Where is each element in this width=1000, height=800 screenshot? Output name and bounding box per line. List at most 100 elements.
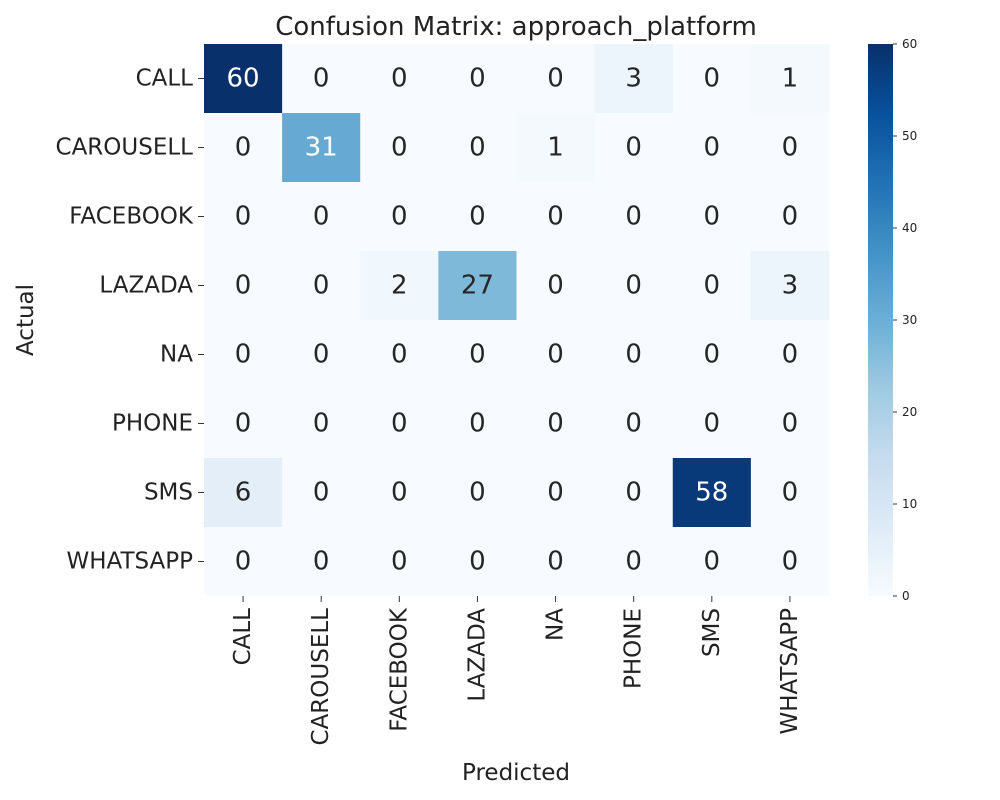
- heatmap-cell-lazada-facebook: [360, 251, 439, 321]
- column-label-lazada: LAZADA: [464, 608, 490, 702]
- heatmap-cell-lazada-call: [204, 251, 283, 321]
- cell-value-label: 0: [782, 202, 799, 232]
- cell-value-label: 0: [704, 340, 721, 370]
- heatmap-cell-sms-call: [204, 458, 283, 528]
- colorbar-tick-label: 20: [902, 405, 917, 419]
- row-label-facebook: FACEBOOK: [69, 204, 194, 230]
- column-label-na: NA: [543, 608, 569, 641]
- heatmap-cell-na-whatsapp: [750, 320, 830, 390]
- heatmap-cell-phone-carousell: [282, 389, 361, 459]
- heatmap-cell-whatsapp-carousell: [282, 527, 361, 597]
- heatmap-cell-call-whatsapp: [750, 44, 830, 114]
- cell-value-label: 6: [235, 478, 252, 508]
- heatmap-cell-phone-lazada: [438, 389, 518, 459]
- heatmap-cell-sms-carousell: [282, 458, 361, 528]
- heatmap-cell-call-lazada: [438, 44, 518, 114]
- heatmap-cell-call-phone: [594, 44, 674, 114]
- cell-value-label: 0: [469, 409, 486, 439]
- column-label-phone: PHONE: [621, 608, 647, 689]
- cell-value-label: 0: [313, 340, 330, 370]
- heatmap-cell-call-sms: [672, 44, 752, 114]
- column-labels: CALL CAROUSELL FACEBOOK LAZADA NA PHONE SMS WHA…: [230, 596, 803, 745]
- heatmap-cell-carousell-call: [204, 113, 283, 183]
- colorbar-tick-label: 60: [902, 37, 917, 51]
- heatmap-cell-facebook-phone: [594, 182, 674, 252]
- cell-value-label: 0: [704, 202, 721, 232]
- cell-value-label: 0: [469, 478, 486, 508]
- heatmap-cell-lazada-carousell: [282, 251, 361, 321]
- heatmap-cell-na-call: [204, 320, 283, 390]
- cell-value-label: 0: [235, 202, 252, 232]
- cell-value-label: 0: [704, 409, 721, 439]
- heatmap-cell-call-call: [204, 44, 283, 114]
- heatmap-cell-facebook-na: [516, 182, 596, 252]
- heatmap-cell-whatsapp-facebook: [360, 527, 439, 597]
- cell-value-label: 0: [391, 202, 408, 232]
- cell-value-label: 0: [782, 547, 799, 577]
- heatmap-cell-na-sms: [672, 320, 752, 390]
- cell-value-label: 0: [704, 271, 721, 301]
- row-label-lazada: LAZADA: [99, 273, 193, 299]
- cell-value-label: 0: [547, 409, 564, 439]
- x-axis-title: Predicted: [462, 760, 570, 786]
- cell-value-label: 0: [313, 202, 330, 232]
- cell-value-label: 0: [391, 133, 408, 163]
- heatmap-cell-whatsapp-lazada: [438, 527, 518, 597]
- heatmap-cell-phone-na: [516, 389, 596, 459]
- heatmap-cell-sms-facebook: [360, 458, 439, 528]
- cell-value-label: 0: [235, 547, 252, 577]
- heatmap-cell-facebook-whatsapp: [750, 182, 830, 252]
- heatmap-cell-facebook-facebook: [360, 182, 439, 252]
- column-label-carousell: CAROUSELL: [308, 608, 334, 746]
- heatmap-cell-whatsapp-phone: [594, 527, 674, 597]
- heatmap-cell-lazada-phone: [594, 251, 674, 321]
- heatmap-cell-carousell-phone: [594, 113, 674, 183]
- cell-value-label: 58: [695, 478, 728, 508]
- heatmap-cell-call-carousell: [282, 44, 361, 114]
- heatmap-cell-sms-whatsapp: [750, 458, 830, 528]
- column-label-call: CALL: [230, 608, 256, 666]
- heatmap-cell-phone-phone: [594, 389, 674, 459]
- cell-value-label: 0: [469, 64, 486, 94]
- colorbar-tick-label: 50: [902, 129, 917, 143]
- y-axis-title: Actual: [13, 284, 39, 356]
- heatmap-cell-whatsapp-na: [516, 527, 596, 597]
- heatmap-grid: 60 0 0 0 0 3 0 10 31 0 0 1 0 0 00 0 0 0 0 0 0 00 0 2 27 0 0 0 30 0 0 0 0…: [204, 44, 830, 597]
- heatmap-cell-na-facebook: [360, 320, 439, 390]
- heatmap-cell-sms-lazada: [438, 458, 518, 528]
- row-label-whatsapp: WHATSAPP: [66, 549, 193, 575]
- colorbar-gradient: [868, 44, 893, 596]
- cell-value-label: 0: [313, 409, 330, 439]
- cell-value-label: 0: [782, 478, 799, 508]
- cell-value-label: 0: [625, 478, 642, 508]
- cell-value-label: 0: [391, 340, 408, 370]
- cell-value-label: 3: [782, 271, 799, 301]
- heatmap-cell-facebook-lazada: [438, 182, 518, 252]
- cell-value-label: 0: [625, 547, 642, 577]
- cell-value-label: 0: [469, 547, 486, 577]
- heatmap-cell-phone-facebook: [360, 389, 439, 459]
- heatmap-cell-carousell-whatsapp: [750, 113, 830, 183]
- cell-value-label: 0: [235, 271, 252, 301]
- cell-value-label: 0: [704, 133, 721, 163]
- heatmap-cell-phone-sms: [672, 389, 752, 459]
- row-label-carousell: CAROUSELL: [56, 135, 194, 161]
- chart-title: Confusion Matrix: approach_platform: [275, 12, 757, 42]
- heatmap-cell-na-lazada: [438, 320, 518, 390]
- heatmap-cell-facebook-carousell: [282, 182, 361, 252]
- cell-value-label: 0: [625, 271, 642, 301]
- heatmap-cell-whatsapp-sms: [672, 527, 752, 597]
- cell-value-label: 0: [547, 547, 564, 577]
- cell-value-label: 0: [704, 547, 721, 577]
- heatmap-cell-sms-phone: [594, 458, 674, 528]
- heatmap-cell-sms-na: [516, 458, 596, 528]
- heatmap-cell-lazada-whatsapp: [750, 251, 830, 321]
- heatmap-cell-facebook-sms: [672, 182, 752, 252]
- cell-value-label: 0: [235, 133, 252, 163]
- cell-value-label: 0: [547, 340, 564, 370]
- heatmap-cell-facebook-call: [204, 182, 283, 252]
- row-label-phone: PHONE: [112, 411, 193, 437]
- cell-value-label: 0: [313, 547, 330, 577]
- row-label-call: CALL: [136, 66, 194, 92]
